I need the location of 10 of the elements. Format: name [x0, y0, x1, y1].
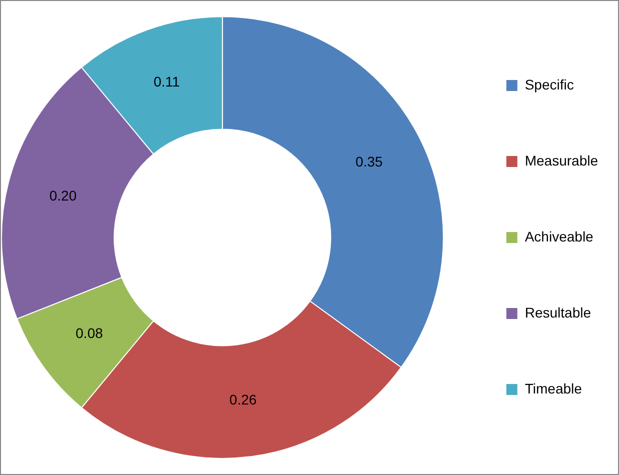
data-label: 0.08	[76, 325, 104, 342]
legend-label: Achiveable	[524, 228, 594, 244]
data-label: 0.20	[49, 187, 77, 204]
legend-label: Timeable	[524, 380, 582, 396]
data-label: 0.35	[355, 154, 383, 170]
legend-label: Resultable	[524, 304, 592, 320]
legend-label: Measurable	[524, 152, 598, 168]
data-label: 0.26	[229, 392, 257, 408]
data-label: 0.11	[154, 74, 180, 90]
legend-label: Specific	[524, 76, 574, 92]
